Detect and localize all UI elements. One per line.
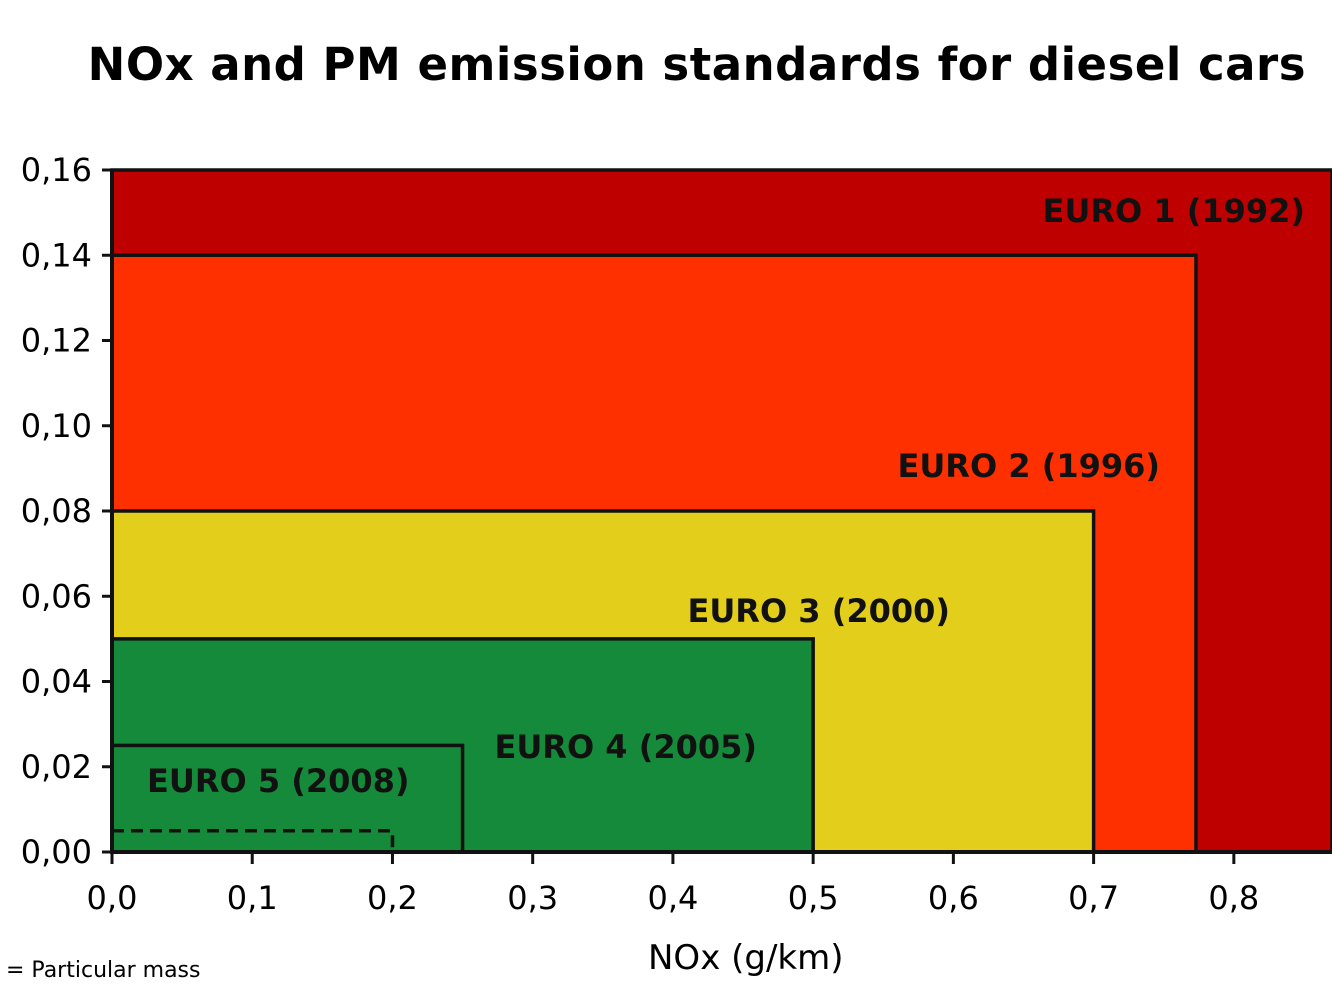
x-tick-label: 0,6 <box>928 879 979 917</box>
dashed-limit-line <box>112 828 395 852</box>
series-label-5: EURO 5 (2008) <box>147 762 410 800</box>
series-label-2: EURO 2 (1996) <box>897 447 1160 485</box>
x-tick-label: 0,7 <box>1068 879 1119 917</box>
x-tick-label: 0,0 <box>87 879 138 917</box>
y-tick-label: 0,08 <box>21 492 92 530</box>
y-tick-label: 0,06 <box>21 577 92 615</box>
x-tick-label: 0,2 <box>367 879 418 917</box>
footnote: = Particular mass <box>6 958 201 983</box>
chart-title: NOx and PM emission standards for diesel… <box>87 38 1306 91</box>
y-tick-label: 0,02 <box>21 748 92 786</box>
y-tick-label: 0,14 <box>21 236 92 274</box>
series-label-1: EURO 1 (1992) <box>1042 192 1305 230</box>
x-tick-label: 0,3 <box>507 879 558 917</box>
x-axis-label: NOx (g/km) <box>648 938 844 978</box>
series-label-4: EURO 4 (2005) <box>494 728 757 766</box>
y-tick-label: 0,12 <box>21 322 92 360</box>
x-tick-label: 0,1 <box>227 879 278 917</box>
y-tick-label: 0,04 <box>21 663 92 701</box>
y-tick-label: 0,00 <box>21 833 92 871</box>
y-tick-label: 0,10 <box>21 407 92 445</box>
y-tick-label: 0,16 <box>21 151 92 189</box>
series-label-3: EURO 3 (2000) <box>687 592 950 630</box>
x-tick-label: 0,5 <box>788 879 839 917</box>
x-tick-label: 0,4 <box>647 879 698 917</box>
x-tick-label: 0,8 <box>1208 879 1259 917</box>
